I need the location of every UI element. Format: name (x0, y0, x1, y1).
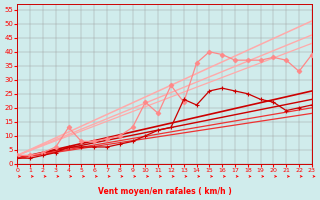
X-axis label: Vent moyen/en rafales ( km/h ): Vent moyen/en rafales ( km/h ) (98, 187, 231, 196)
